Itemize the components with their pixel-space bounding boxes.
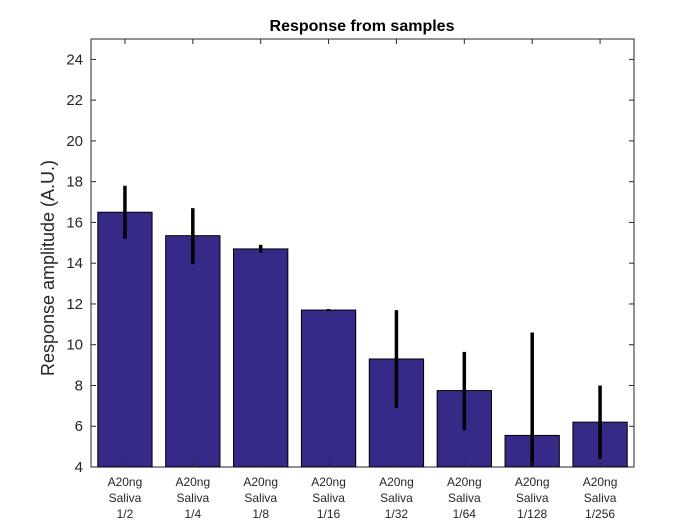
x-tick-label: 1/8 (252, 507, 269, 521)
x-tick-label: 1/64 (453, 507, 477, 521)
y-tick-label: 10 (66, 337, 83, 354)
y-tick-label: 18 (66, 174, 83, 191)
x-tick-label: 1/2 (117, 507, 134, 521)
x-tick-label: Saliva (584, 491, 617, 505)
x-tick-label: 1/128 (517, 507, 547, 521)
x-tick-label: Saliva (176, 491, 209, 505)
bar (165, 235, 221, 468)
x-tick-label: Saliva (380, 491, 413, 505)
x-tick-label: A20ng (583, 475, 618, 489)
x-tick-label: Saliva (448, 491, 481, 505)
plot-area: 4 6 8 10 12 14 16 18 20 22 24 A20ng Saliva 1/2 A20ng Sa… (66, 38, 635, 521)
bar (300, 309, 357, 468)
y-tick-label: 16 (66, 214, 83, 231)
chart-title: Response from samples (270, 18, 455, 35)
x-tick-label: A20ng (515, 475, 550, 489)
x-tick-label: 1/16 (317, 507, 341, 521)
y-axis-label: Response amplitude (A.U.) (38, 160, 58, 376)
x-tick-label: 1/256 (585, 507, 615, 521)
x-tick-label: A20ng (243, 475, 278, 489)
y-tick-label: 12 (66, 296, 83, 313)
y-tick-label: 22 (66, 92, 83, 109)
x-tick-label: Saliva (312, 491, 345, 505)
x-tick-label: Saliva (244, 491, 277, 505)
x-tick-label: A20ng (108, 475, 143, 489)
x-tick-label: Saliva (109, 491, 142, 505)
x-tick-label: Saliva (516, 491, 549, 505)
x-tick-label: 1/32 (385, 507, 409, 521)
bar (233, 248, 289, 468)
bar (97, 211, 153, 468)
x-tick-label: A20ng (311, 475, 346, 489)
y-tick-label: 4 (75, 459, 83, 476)
y-tick-label: 14 (66, 255, 83, 272)
plot-frame (90, 38, 635, 468)
x-tick-label: A20ng (175, 475, 210, 489)
x-tick-label: A20ng (447, 475, 482, 489)
x-tick-label: A20ng (379, 475, 414, 489)
x-tick-label: 1/4 (184, 507, 201, 521)
y-tick-label: 20 (66, 133, 83, 150)
y-tick-label: 6 (75, 418, 83, 435)
y-tick-label: 8 (75, 377, 83, 394)
y-tick-label: 24 (66, 51, 83, 68)
